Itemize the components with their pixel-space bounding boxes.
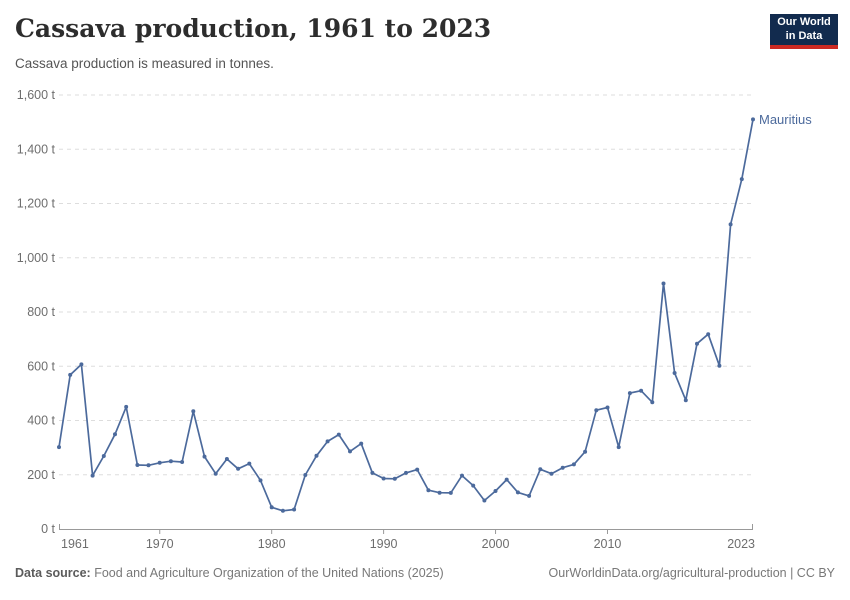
svg-text:200 t: 200 t bbox=[27, 468, 55, 482]
svg-text:1970: 1970 bbox=[146, 537, 174, 551]
svg-text:1990: 1990 bbox=[370, 537, 398, 551]
data-source-label: Data source: bbox=[15, 566, 91, 580]
svg-text:1,200 t: 1,200 t bbox=[17, 197, 56, 211]
data-point-markers bbox=[57, 117, 755, 513]
data-source: Data source: Food and Agriculture Organi… bbox=[15, 566, 444, 580]
svg-text:1,400 t: 1,400 t bbox=[17, 142, 56, 156]
svg-text:1980: 1980 bbox=[258, 537, 286, 551]
entity-label: Mauritius bbox=[759, 112, 812, 127]
svg-text:2023: 2023 bbox=[727, 537, 755, 551]
svg-text:600 t: 600 t bbox=[27, 359, 55, 373]
owid-footer-link[interactable]: OurWorldinData.org/agricultural-producti… bbox=[548, 566, 835, 580]
svg-text:0 t: 0 t bbox=[41, 522, 55, 536]
svg-text:1,000 t: 1,000 t bbox=[17, 251, 56, 265]
data-series-line bbox=[58, 118, 754, 512]
svg-text:2000: 2000 bbox=[482, 537, 510, 551]
y-axis-labels: 0 t 200 t 400 t 600 t 800 t 1,000 t 1,200 t 1,4… bbox=[17, 88, 56, 536]
svg-text:2010: 2010 bbox=[594, 537, 622, 551]
chart-subtitle: Cassava production is measured in tonnes… bbox=[15, 56, 274, 71]
owid-logo[interactable]: Our World in Data bbox=[770, 14, 838, 49]
y-gridlines bbox=[59, 94, 755, 476]
svg-text:800 t: 800 t bbox=[27, 305, 55, 319]
chart-title: Cassava production, 1961 to 2023 bbox=[15, 14, 492, 43]
x-axis bbox=[59, 524, 753, 534]
svg-text:1961: 1961 bbox=[61, 537, 89, 551]
chart-footer: Data source: Food and Agriculture Organi… bbox=[0, 566, 850, 580]
svg-text:400 t: 400 t bbox=[27, 414, 55, 428]
owid-logo-line2: in Data bbox=[785, 29, 823, 42]
x-axis-labels: 1961 1970 1980 1990 2000 2010 2023 bbox=[61, 537, 755, 551]
data-source-text: Food and Agriculture Organization of the… bbox=[90, 566, 444, 580]
svg-text:1,600 t: 1,600 t bbox=[17, 88, 56, 102]
owid-logo-line1: Our World bbox=[777, 16, 831, 29]
